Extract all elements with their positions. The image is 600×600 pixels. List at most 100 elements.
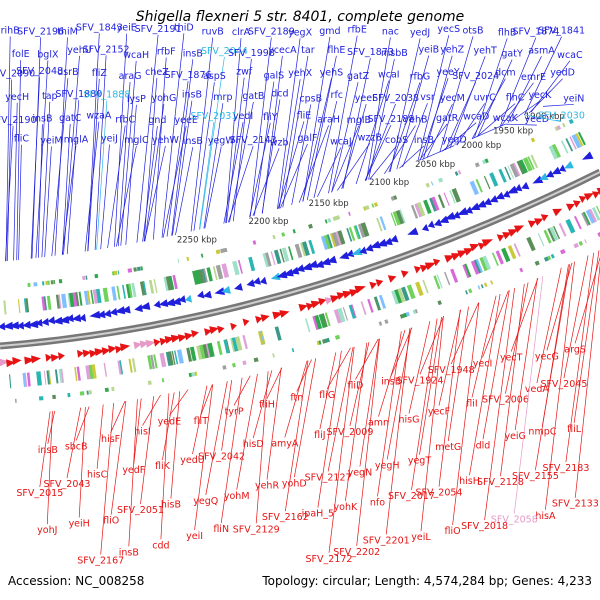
forward-gene-label: galS	[264, 71, 285, 82]
reverse-gene-connector	[419, 316, 442, 455]
forward-gene-connector	[364, 103, 396, 181]
forward-gene-arrow	[452, 211, 461, 219]
reverse-gene-label: yedF	[122, 465, 145, 476]
feature-block	[221, 263, 230, 278]
feature-block	[320, 235, 329, 250]
forward-gene-label: rfbF	[157, 47, 176, 58]
reverse-gene-label: argS	[564, 344, 586, 355]
reverse-gene-arrow	[209, 326, 219, 335]
feature-block	[131, 282, 137, 298]
forward-gene-label: SFV_1998	[228, 48, 275, 59]
forward-gene-arrow	[134, 304, 143, 313]
reverse-gene-label: SFV_2054	[416, 488, 463, 499]
forward-gene-label: yedI	[233, 111, 253, 122]
feature-block	[565, 218, 576, 234]
feature-block	[86, 290, 91, 305]
feature-block	[48, 370, 52, 385]
forward-gene-label: yedD	[550, 68, 575, 79]
feature-block	[169, 275, 175, 290]
kbp-tick-label: 2200 kbp	[248, 217, 288, 227]
forward-gene-label: SFV_2196	[17, 26, 64, 37]
forward-gene-label: cheZ	[145, 67, 169, 78]
forward-gene-connector	[41, 101, 51, 258]
feature-block	[103, 362, 108, 377]
feature-block	[203, 268, 208, 283]
feature-block	[337, 230, 346, 245]
reverse-gene-label: SFV_2018	[461, 521, 508, 532]
forward-gene-arrow	[58, 315, 70, 324]
forward-gene-arrow	[551, 166, 562, 175]
feature-tick	[232, 362, 236, 368]
reverse-gene-label: insB	[381, 377, 401, 388]
forward-gene-label: dcd	[271, 89, 288, 100]
forward-gene-label: wzaA	[86, 111, 112, 122]
forward-gene-arrow	[506, 185, 519, 194]
reverse-gene-connector	[452, 302, 480, 525]
feature-block	[223, 339, 230, 354]
feature-block	[565, 138, 574, 152]
forward-gene-label: wcaD	[463, 112, 489, 123]
forward-gene-arrow	[483, 197, 492, 206]
feature-block	[116, 285, 121, 300]
forward-gene-connector	[62, 123, 71, 255]
feature-block	[392, 211, 402, 226]
feature-block	[41, 296, 46, 311]
forward-gene-label: msbB	[381, 48, 408, 59]
forward-gene-connector	[364, 124, 392, 181]
forward-gene-label: fliZ	[92, 68, 108, 79]
feature-tick	[292, 229, 296, 234]
forward-gene-arrow	[109, 307, 118, 316]
feature-tick	[200, 253, 204, 258]
feature-block	[483, 175, 491, 190]
forward-gene-label: SFV_2031	[190, 111, 237, 122]
reverse-gene-connector	[255, 371, 269, 524]
forward-gene-connector	[501, 82, 534, 127]
feature-block	[516, 160, 526, 175]
forward-gene-label: asmA	[528, 45, 555, 56]
forward-gene-label: otsB	[462, 25, 483, 36]
forward-gene-label: rfbE	[348, 25, 367, 36]
feature-block	[36, 371, 42, 386]
forward-gene-connector	[30, 77, 40, 259]
feature-block	[507, 165, 514, 179]
reverse-gene-arrow	[552, 208, 563, 217]
forward-gene-connector	[507, 56, 542, 123]
reverse-gene-arrow	[0, 358, 10, 367]
reverse-gene-label: ftn	[290, 393, 303, 404]
feature-tick	[308, 223, 313, 229]
feature-block	[475, 258, 483, 273]
forward-gene-connector	[505, 123, 537, 126]
feature-tick	[547, 255, 552, 261]
forward-gene-connector	[317, 147, 342, 198]
forward-gene-connector	[171, 59, 194, 236]
reverse-gene-connector	[78, 406, 86, 518]
forward-gene-connector	[5, 36, 11, 262]
reverse-gene-arrow	[298, 304, 309, 312]
reverse-gene-arrow	[477, 242, 486, 250]
feature-block	[399, 209, 406, 223]
forward-gene-arrow	[246, 279, 255, 287]
reverse-gene-arrow	[451, 253, 462, 261]
feature-block	[90, 289, 94, 304]
reverse-gene-connector	[514, 278, 538, 431]
forward-gene-label: fliE	[297, 110, 312, 121]
feature-block	[147, 355, 153, 370]
forward-gene-connector	[198, 121, 215, 230]
forward-gene-arrow	[185, 294, 193, 303]
forward-gene-connector	[418, 123, 448, 161]
reverse-gene-connector	[110, 401, 126, 433]
feature-block	[279, 248, 285, 263]
feature-block	[331, 232, 340, 247]
feature-tick	[465, 290, 468, 295]
feature-block	[159, 352, 167, 368]
forward-gene-arrow	[407, 227, 419, 235]
forward-gene-arrow	[427, 220, 435, 228]
forward-gene-label: nac	[382, 26, 399, 37]
forward-gene-connector	[331, 82, 359, 193]
feature-tick	[519, 267, 524, 273]
forward-gene-label: cobS	[385, 135, 408, 146]
feature-tick	[215, 249, 221, 255]
reverse-gene-arrow	[242, 318, 250, 327]
reverse-gene-label: SFV_2133	[552, 499, 599, 510]
feature-block	[207, 342, 215, 358]
